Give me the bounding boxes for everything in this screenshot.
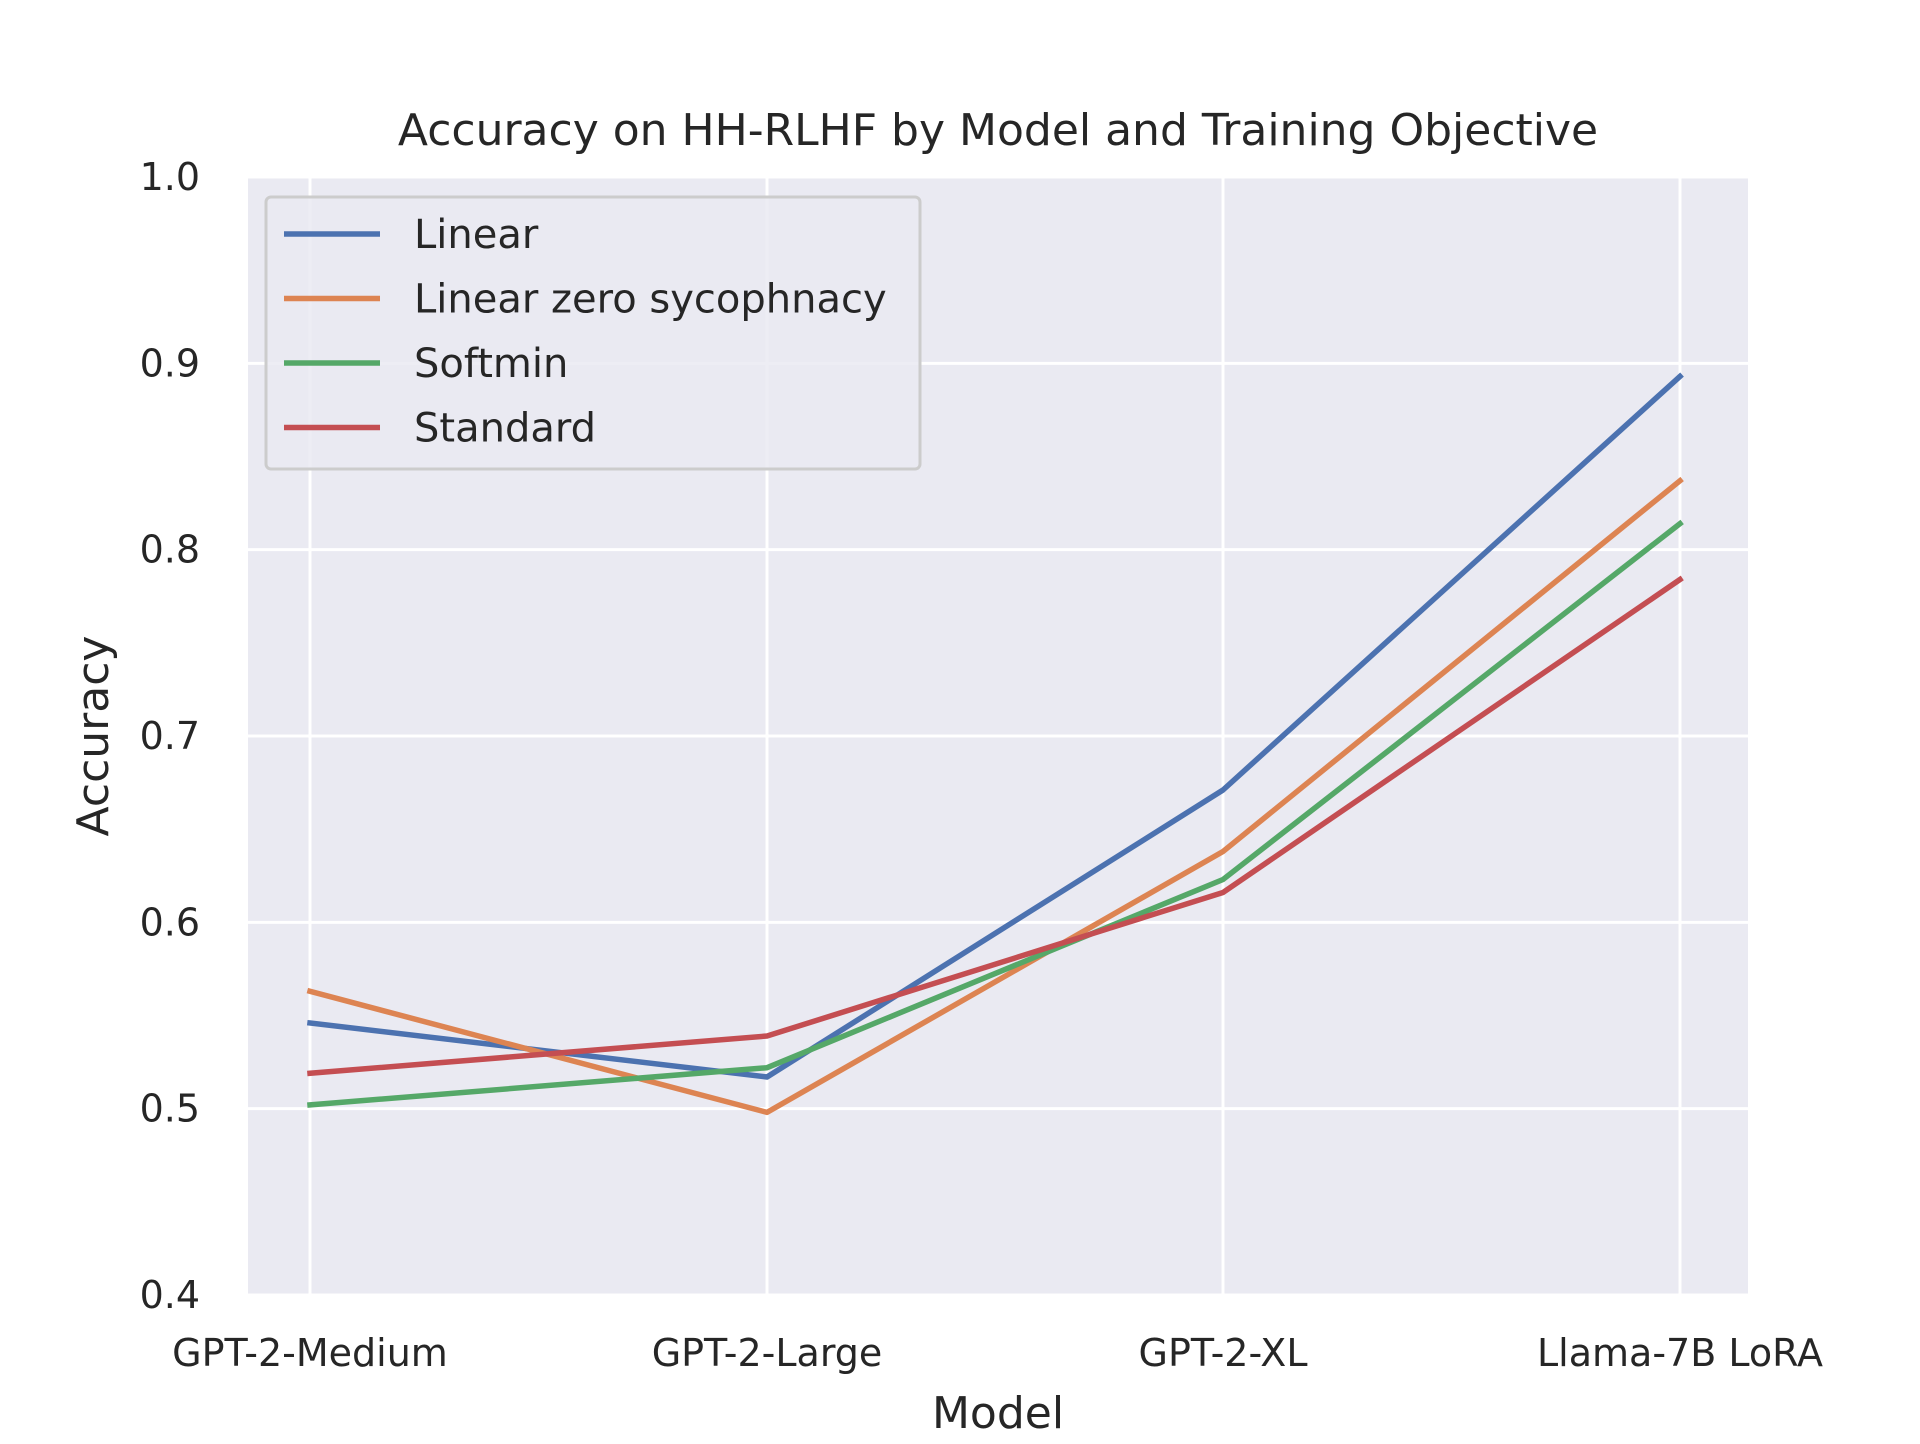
legend-label: Standard [414,406,596,452]
x-tick-label: GPT-2-Large [652,1331,883,1375]
y-tick-labels: 0.4 0.5 0.6 0.7 0.8 0.9 1.0 [140,155,200,1317]
chart-title: Accuracy on HH-RLHF by Model and Trainin… [398,105,1598,156]
legend-label: Softmin [414,341,568,387]
series-line-softmin [307,519,1684,1108]
series-layer [306,372,1684,1116]
x-tick-label: GPT-2-XL [1139,1331,1308,1375]
y-tick-label: 0.6 [140,900,200,944]
legend-label: Linear [414,212,539,258]
y-tick-label: 1.0 [140,155,200,199]
legend-label: Linear zero sycophnacy [414,277,887,323]
legend: Linear Linear zero sycophnacy Softmin Stand… [264,195,922,471]
y-axis-label: Accuracy [68,636,119,837]
legend-frame [264,195,922,471]
series-line-standard [307,575,1684,1077]
x-tick-label: Llama-7B LoRA [1537,1331,1823,1375]
y-tick-label: 0.8 [140,528,200,572]
y-tick-label: 0.9 [140,341,200,385]
x-tick-labels: GPT-2-Medium GPT-2-Large GPT-2-XL Llama-7B … [172,1331,1823,1375]
x-tick-label: GPT-2-Medium [172,1331,448,1375]
x-axis-label: Model [932,1388,1064,1439]
y-tick-label: 0.4 [140,1273,200,1317]
y-tick-label: 0.7 [140,714,200,758]
y-tick-label: 0.5 [140,1087,200,1131]
series-line-linear-zero-sycophnacy [306,476,1684,1116]
